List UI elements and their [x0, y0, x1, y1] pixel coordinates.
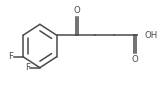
Text: O: O: [131, 55, 138, 64]
Text: F: F: [8, 52, 14, 61]
Text: O: O: [73, 6, 80, 15]
Text: F: F: [25, 63, 30, 72]
Text: OH: OH: [145, 31, 157, 40]
